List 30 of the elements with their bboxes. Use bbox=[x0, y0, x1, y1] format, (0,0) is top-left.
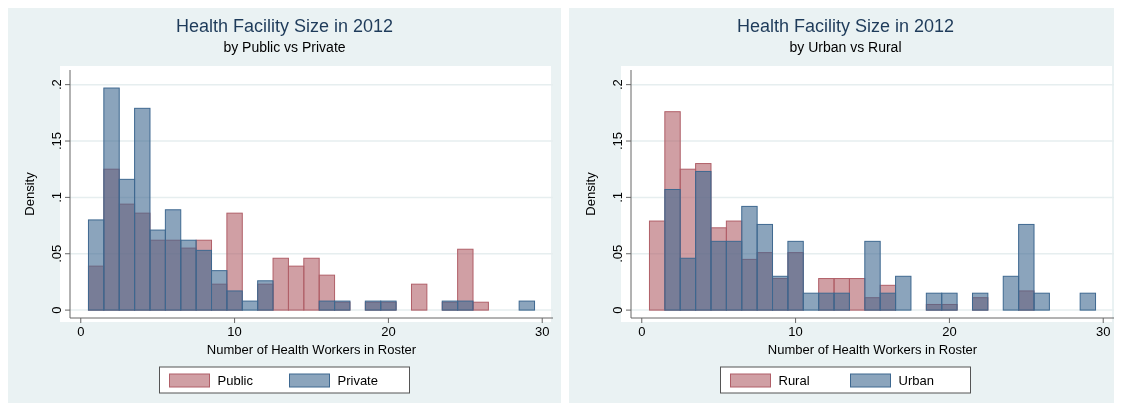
x-tick-label: 20 bbox=[942, 324, 957, 339]
chart-title: Health Facility Size in 2012 bbox=[736, 16, 955, 36]
x-tick-label: 0 bbox=[77, 324, 85, 339]
x-tick-label: 10 bbox=[227, 324, 242, 339]
legend-label: Private bbox=[337, 373, 378, 388]
y-tick-label: .1 bbox=[610, 191, 625, 203]
y-tick-label: .05 bbox=[610, 244, 625, 263]
y-tick-label: .2 bbox=[49, 79, 64, 91]
chart-subtitle: by Public vs Private bbox=[223, 39, 346, 55]
x-axis-title: Number of Health Workers in Roster bbox=[767, 342, 978, 357]
y-tick-label: 0 bbox=[49, 306, 64, 314]
legend-label: Public bbox=[217, 373, 254, 388]
x-tick-label: 30 bbox=[535, 324, 550, 339]
y-tick-label: .05 bbox=[49, 244, 64, 263]
x-tick-label: 20 bbox=[381, 324, 396, 339]
y-tick-label: 0 bbox=[610, 306, 625, 314]
chart-title: Health Facility Size in 2012 bbox=[175, 16, 394, 36]
y-tick-label: .15 bbox=[610, 131, 625, 151]
y-tick-label: .1 bbox=[49, 191, 64, 203]
x-tick-label: 0 bbox=[638, 324, 646, 339]
y-tick-label: .2 bbox=[610, 79, 625, 91]
y-axis-title: Density bbox=[22, 171, 37, 216]
chart-subtitle: by Urban vs Rural bbox=[789, 39, 902, 55]
legend-label: Rural bbox=[778, 373, 810, 388]
legend-label: Urban bbox=[898, 373, 934, 388]
x-tick-label: 10 bbox=[788, 324, 803, 339]
y-tick-label: .15 bbox=[49, 131, 64, 151]
x-axis-title: Number of Health Workers in Roster bbox=[206, 342, 417, 357]
x-tick-label: 30 bbox=[1096, 324, 1111, 339]
y-axis-title: Density bbox=[583, 171, 598, 216]
